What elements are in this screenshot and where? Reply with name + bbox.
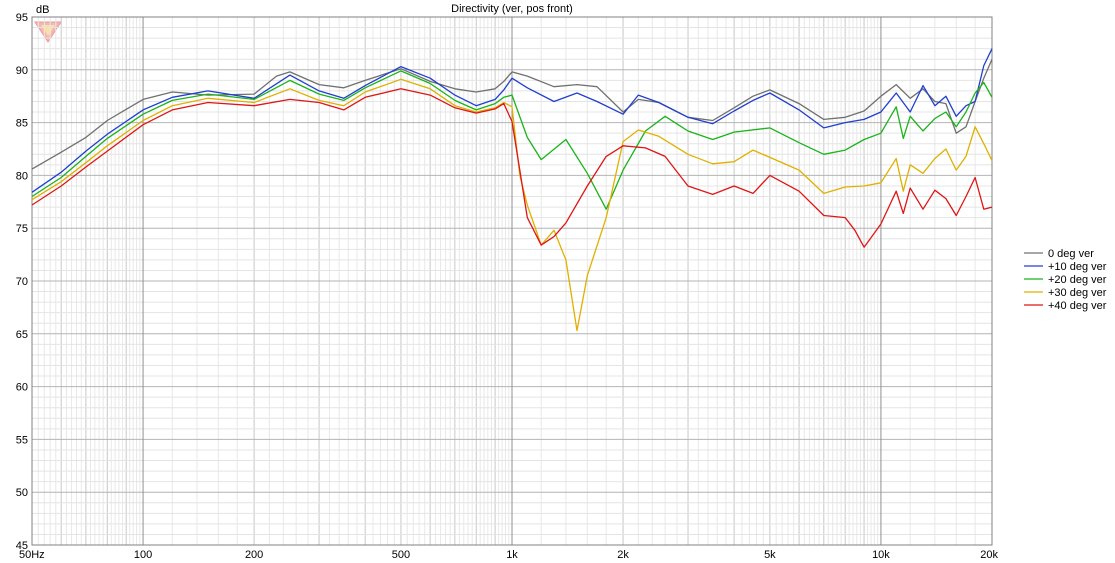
y-tick-label: 45 <box>16 540 28 552</box>
chart-title: Directivity (ver, pos front) <box>451 3 573 15</box>
series-line <box>31 70 993 210</box>
x-tick-label: 50Hz <box>19 549 45 561</box>
legend: 0 deg ver+10 deg ver+20 deg ver+30 deg v… <box>1024 248 1107 312</box>
y-tick-label: 95 <box>16 12 28 24</box>
y-tick-label: 60 <box>16 382 28 394</box>
x-tick-label: 5k <box>764 549 776 561</box>
series-line <box>31 48 993 193</box>
series-curves <box>31 48 993 332</box>
x-tick-label: 200 <box>245 549 263 561</box>
legend-label: +30 deg ver <box>1048 287 1107 299</box>
series-line <box>31 58 993 170</box>
y-tick-label: 80 <box>16 170 28 182</box>
x-tick-labels: 50Hz 100 200 500 1k 2k 5k 10k 20k <box>19 549 998 561</box>
x-tick-label: 1k <box>506 549 518 561</box>
x-tick-label: 100 <box>134 549 152 561</box>
y-tick-label: 85 <box>16 118 28 130</box>
y-tick-label: 65 <box>16 329 28 341</box>
y-tick-label: 75 <box>16 223 28 235</box>
x-tick-label: 2k <box>617 549 629 561</box>
logo-mark <box>34 21 62 43</box>
series-line <box>31 88 993 248</box>
series-line <box>31 78 993 332</box>
legend-label: +20 deg ver <box>1048 274 1107 286</box>
legend-label: 0 deg ver <box>1048 248 1094 260</box>
x-tick-label: 20k <box>980 549 998 561</box>
y-tick-label: 55 <box>16 434 28 446</box>
x-tick-label: 500 <box>392 549 410 561</box>
y-tick-label: 50 <box>16 487 28 499</box>
y-tick-labels: 95 90 85 80 75 70 65 60 55 50 45 <box>16 12 28 552</box>
y-axis-unit-label: dB <box>36 4 49 16</box>
legend-label: +40 deg ver <box>1048 300 1107 312</box>
legend-label: +10 deg ver <box>1048 261 1107 273</box>
x-tick-label: 10k <box>872 549 890 561</box>
plot-frame <box>31 16 993 546</box>
y-tick-label: 70 <box>16 276 28 288</box>
y-tick-label: 90 <box>16 65 28 77</box>
